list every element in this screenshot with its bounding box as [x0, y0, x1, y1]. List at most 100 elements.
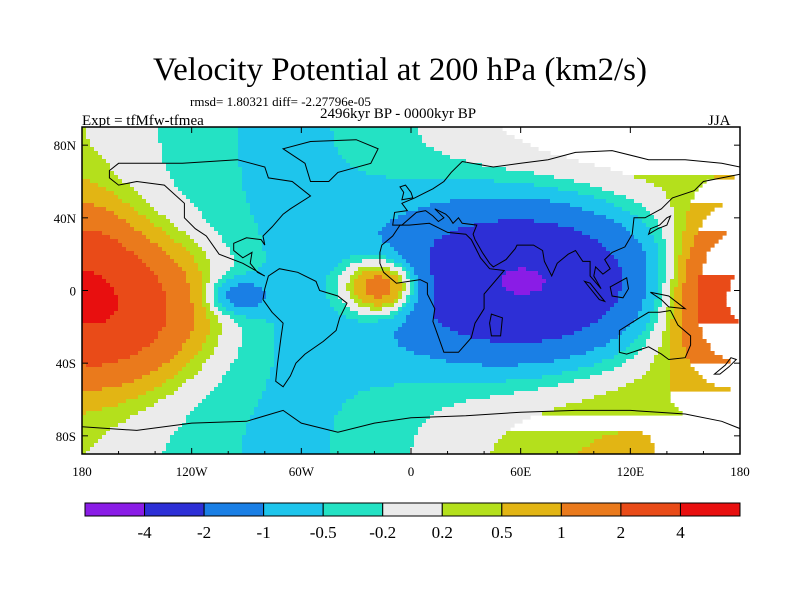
- field-cell: [410, 275, 419, 280]
- field-cell: [82, 207, 107, 212]
- field-cell: [82, 355, 131, 360]
- field-cell: [638, 315, 651, 320]
- field-cell: [418, 431, 507, 436]
- field-cell: [534, 183, 591, 188]
- field-cell: [82, 151, 99, 156]
- field-cell: [390, 311, 399, 316]
- field-cell: [262, 299, 331, 304]
- field-cell: [390, 243, 435, 248]
- field-cell: [82, 447, 91, 452]
- field-cell: [142, 259, 175, 264]
- field-cell: [658, 287, 663, 292]
- field-cell: [262, 239, 383, 244]
- field-cell: [682, 307, 699, 312]
- field-cell: [202, 211, 251, 216]
- field-cell: [634, 355, 655, 360]
- field-cell: [234, 303, 259, 308]
- field-cell: [382, 303, 395, 308]
- field-cell: [82, 439, 99, 444]
- field-cell: [218, 299, 231, 304]
- field-cell: [394, 299, 399, 304]
- field-cell: [82, 235, 111, 240]
- field-cell: [682, 287, 699, 292]
- field-cell: [274, 343, 399, 348]
- field-cell: [398, 275, 403, 280]
- field-cell: [594, 211, 631, 216]
- field-cell: [238, 283, 255, 288]
- field-cell: [434, 411, 543, 416]
- field-cell: [646, 343, 663, 348]
- field-cell: [222, 239, 263, 244]
- field-cell: [94, 203, 131, 208]
- field-cell: [122, 179, 175, 184]
- field-cell: [666, 279, 671, 284]
- field-cell: [670, 387, 731, 392]
- field-cell: [506, 431, 619, 436]
- field-cell: [242, 171, 367, 176]
- field-cell: [674, 243, 683, 248]
- field-cell: [214, 303, 223, 308]
- field-cell: [426, 419, 523, 424]
- field-cell: [538, 387, 619, 392]
- field-cell: [158, 135, 239, 140]
- field-cell: [378, 319, 407, 324]
- field-cell: [562, 371, 603, 376]
- field-cell: [670, 343, 683, 348]
- field-cell: [254, 215, 399, 220]
- field-cell: [430, 263, 619, 268]
- field-cell: [366, 279, 391, 284]
- field-cell: [590, 443, 655, 448]
- field-cell: [406, 287, 411, 292]
- field-cell: [82, 375, 143, 380]
- field-cell: [170, 435, 243, 440]
- field-cell: [238, 131, 335, 136]
- field-cell: [202, 303, 211, 308]
- y-tick-label: 0: [70, 284, 77, 299]
- field-cell: [174, 375, 195, 380]
- field-cell: [618, 259, 647, 264]
- field-cell: [686, 279, 699, 284]
- field-cell: [414, 307, 435, 312]
- field-cell: [394, 383, 559, 388]
- field-cell: [210, 319, 219, 324]
- y-tick-label: 40S: [56, 356, 76, 371]
- field-cell: [102, 155, 163, 160]
- field-cell: [82, 295, 119, 300]
- field-cell: [646, 267, 659, 272]
- field-cell: [86, 131, 159, 136]
- coastline-sumatra: [583, 280, 607, 303]
- field-cell: [658, 311, 667, 316]
- field-cell: [134, 207, 155, 212]
- x-tick-label: 120W: [176, 464, 209, 479]
- field-cell: [666, 263, 675, 268]
- field-cell: [210, 271, 227, 276]
- colorbar-swatch: [144, 502, 205, 517]
- field-cell: [598, 319, 635, 324]
- field-cell: [118, 239, 151, 244]
- field-cell: [262, 247, 395, 252]
- field-cell: [82, 335, 159, 340]
- field-cell: [90, 143, 163, 148]
- field-cell: [246, 199, 451, 204]
- field-cell: [214, 347, 239, 352]
- colorbar-label: 4: [676, 523, 685, 542]
- field-cell: [358, 275, 375, 280]
- field-cell: [638, 351, 659, 356]
- field-cell: [622, 287, 647, 292]
- field-cell: [374, 275, 383, 280]
- field-cell: [214, 227, 259, 232]
- field-cell: [682, 311, 699, 316]
- field-cell: [190, 359, 207, 364]
- field-cell: [502, 275, 543, 280]
- field-cell: [90, 447, 167, 452]
- coastline-madagascar: [489, 313, 503, 337]
- colorbar-label: 1: [557, 523, 566, 542]
- field-cell: [406, 283, 411, 288]
- field-cell: [258, 403, 343, 408]
- field-cell: [82, 191, 115, 196]
- field-cell: [646, 255, 659, 260]
- field-cell: [206, 299, 215, 304]
- field-cell: [230, 315, 247, 320]
- field-cell: [166, 295, 191, 300]
- field-cell: [362, 259, 387, 264]
